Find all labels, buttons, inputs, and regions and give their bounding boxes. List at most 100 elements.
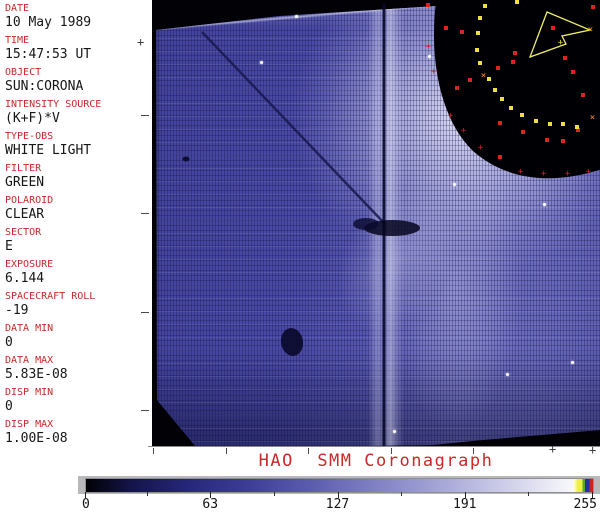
- red-fiducial-dot: [498, 121, 502, 125]
- field-label: TYPE-OBS: [5, 131, 54, 142]
- field-label: DATA MIN: [5, 323, 54, 334]
- red-plus-marker: +: [477, 143, 484, 153]
- colorbar-tick: [592, 492, 593, 498]
- red-fiducial-dot: [545, 138, 549, 142]
- red-plus-marker: +: [585, 167, 592, 177]
- yellow-plus-marker: +: [557, 38, 564, 48]
- axis-plus-mark: +: [137, 35, 145, 49]
- star-speck: [543, 203, 546, 206]
- colorbar-gradient: [85, 478, 594, 493]
- axis-plus-mark: +: [549, 442, 557, 456]
- orange-x-marker: ×: [480, 71, 487, 81]
- metadata-field: TIME 15:47:53 UT: [5, 35, 147, 67]
- metadata-field: SPACECRAFT ROLL -19: [5, 291, 147, 323]
- metadata-field: DATA MIN 0: [5, 323, 147, 355]
- red-fiducial-dot: [444, 26, 448, 30]
- colorbar-minor-tick: [528, 492, 530, 496]
- star-speck: [453, 183, 456, 186]
- red-fiducial-dot: [576, 128, 580, 132]
- field-value: WHITE LIGHT: [5, 143, 92, 158]
- colorbar-tick: [85, 492, 86, 498]
- red-fiducial-dot: [571, 70, 575, 74]
- star-speck: [260, 61, 263, 64]
- red-fiducial-dot: [468, 78, 472, 82]
- image-feature-layer: [182, 0, 600, 447]
- yellow-fiducial-dot: [478, 61, 482, 65]
- metadata-field: EXPOSURE 6.144: [5, 259, 147, 291]
- star-speck: [393, 430, 396, 433]
- red-fiducial-dot: [591, 5, 595, 9]
- yellow-fiducial-dot: [515, 0, 519, 4]
- pylon-junction-blob-left: [353, 218, 379, 230]
- colorbar-tick: [464, 492, 466, 498]
- red-fiducial-dot: [581, 93, 585, 97]
- colorbar-tick: [210, 492, 212, 498]
- field-value: (K+F)*V: [5, 111, 60, 126]
- y-axis-tick: [141, 213, 149, 214]
- red-plus-marker: +: [425, 42, 432, 52]
- yellow-fiducial-dot: [476, 31, 480, 35]
- red-plus-marker: +: [460, 126, 467, 136]
- star-speck: [428, 55, 431, 58]
- field-label: DISP MIN: [5, 387, 54, 398]
- red-plus-marker: +: [540, 169, 547, 179]
- axis-plus-mark: +: [589, 443, 597, 457]
- field-value: CLEAR: [5, 207, 45, 222]
- field-label: DATE: [5, 3, 30, 14]
- y-axis-tick: [141, 115, 149, 116]
- field-label: INTENSITY SOURCE: [5, 99, 102, 110]
- red-fiducial-dot: [561, 139, 565, 143]
- field-label: EXPOSURE: [5, 259, 54, 270]
- red-plus-marker: +: [517, 167, 524, 177]
- yellow-fiducial-dot: [548, 122, 552, 126]
- red-fiducial-dot: [521, 130, 525, 134]
- field-label: SPACECRAFT ROLL: [5, 291, 96, 302]
- field-value: GREEN: [5, 175, 45, 190]
- red-fiducial-dot: [563, 56, 567, 60]
- field-value: -19: [5, 303, 29, 318]
- colorbar-tick-label: 63: [202, 497, 219, 512]
- red-plus-marker: +: [430, 67, 437, 77]
- yellow-fiducial-dot: [575, 125, 579, 129]
- field-value: 15:47:53 UT: [5, 47, 92, 62]
- x-axis-tick: [391, 448, 392, 454]
- yellow-fiducial-dot: [487, 77, 491, 81]
- x-axis-tick: [153, 448, 154, 454]
- yellow-fiducial-dot: [475, 48, 479, 52]
- field-label: DATA MAX: [5, 355, 54, 366]
- red-fiducial-dot: [498, 155, 502, 159]
- yellow-fiducial-dot: [534, 119, 538, 123]
- field-label: TIME: [5, 35, 30, 46]
- orange-x-marker: ×: [589, 113, 596, 123]
- yellow-fiducial-dot: [520, 113, 524, 117]
- metadata-field: SECTOR E: [5, 227, 147, 259]
- x-axis-tick: [473, 448, 474, 454]
- field-value: 0: [5, 335, 13, 350]
- y-axis-tick: [141, 410, 149, 411]
- orange-x-marker: ×: [587, 25, 594, 35]
- x-axis-tick: [226, 448, 227, 454]
- colorbar-minor-tick: [401, 492, 403, 496]
- yellow-fiducial-dot: [493, 88, 497, 92]
- star-speck: [295, 15, 298, 18]
- red-fiducial-dot: [460, 30, 464, 34]
- field-value: 5.83E-08: [5, 367, 68, 382]
- metadata-field: FILTER GREEN: [5, 163, 147, 195]
- colorbar-tick-label: 127: [325, 497, 350, 512]
- yellow-fiducial-dot: [561, 122, 565, 126]
- red-fiducial-dot: [513, 51, 517, 55]
- field-label: OBJECT: [5, 67, 42, 78]
- metadata-field: INTENSITY SOURCE (K+F)*V: [5, 99, 147, 131]
- dark-spot-large: [280, 328, 304, 356]
- field-label: POLAROID: [5, 195, 54, 206]
- field-value: 6.144: [5, 271, 45, 286]
- metadata-field: DISP MIN 0: [5, 387, 147, 419]
- metadata-field: OBJECT SUN:CORONA: [5, 67, 147, 99]
- field-label: FILTER: [5, 163, 42, 174]
- red-plus-marker: +: [564, 169, 571, 179]
- coronagraph-image[interactable]: × × × + + + + + + + + + +: [152, 0, 600, 447]
- yellow-fiducial-dot: [500, 97, 504, 101]
- dark-spot-small: [182, 156, 190, 162]
- metadata-panel: DATE 10 May 1989 TIME 15:47:53 UT OBJECT SUN:…: [0, 0, 148, 460]
- colorbar-minor-tick: [273, 492, 275, 496]
